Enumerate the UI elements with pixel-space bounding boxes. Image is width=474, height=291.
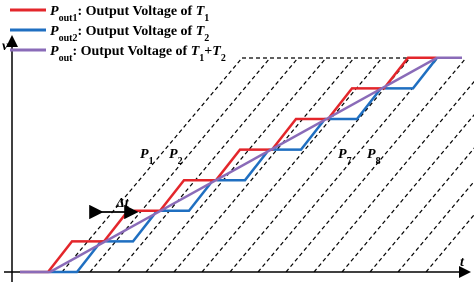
text-run: P [50,24,59,39]
dashed-line [229,57,411,273]
dashed-line [173,57,355,273]
curves [20,56,462,274]
text-run: + [204,44,212,59]
text-run: P [50,44,59,59]
curve-t2 [20,56,462,274]
phase-label: P8 [367,147,381,167]
x-axis-label: t [460,255,465,270]
phase-label: P7 [338,147,352,167]
text-run: P [367,147,376,162]
dashed-line [341,114,474,273]
text-run: P [50,4,59,19]
dashed-line [425,214,474,273]
dashed-line [61,57,243,273]
text-run: T [196,24,206,39]
dashed-line [201,57,383,273]
dashed-line [285,57,467,273]
guide-lines [61,57,474,273]
legend-entry: Pout2: Output Voltage of T2 [50,24,209,44]
subscript: out2 [59,33,78,44]
subscript: out [59,53,74,64]
dashed-line [89,57,271,273]
text-run: : Output Voltage of [72,44,190,59]
subscript: 7 [347,156,352,167]
subscript: 1 [204,13,209,24]
curve-t1 [20,56,462,274]
text-run: T [212,44,222,59]
subscript: 2 [178,156,183,167]
dashed-line [145,57,327,273]
dashed-line [257,57,439,273]
curve-sum [20,56,462,274]
subscript: 1 [149,156,154,167]
legend-entry: Pout: Output Voltage of T1+T2 [50,44,226,64]
text-run: : Output Voltage of [77,24,195,39]
subscript: 2 [221,53,226,64]
dashed-line [313,80,474,273]
text-run: P [169,147,178,162]
phase-label: P2 [169,147,183,167]
text-run: T [196,4,206,19]
subscript: 1 [199,53,204,64]
phase-label: P1 [140,147,154,167]
y-axis-label: v [2,39,9,54]
text-run: P [338,147,347,162]
text-run: T [191,44,201,59]
dashed-line [117,57,299,273]
legend-entry: Pout1: Output Voltage of T1 [50,4,209,24]
subscript: 8 [376,156,381,167]
delta-label: Δt [115,196,130,211]
text-run: : Output Voltage of [77,4,195,19]
dashed-line [397,180,474,273]
dashed-line [369,147,474,273]
text-run: P [140,147,149,162]
subscript: 2 [204,33,209,44]
subscript: out1 [59,13,78,24]
